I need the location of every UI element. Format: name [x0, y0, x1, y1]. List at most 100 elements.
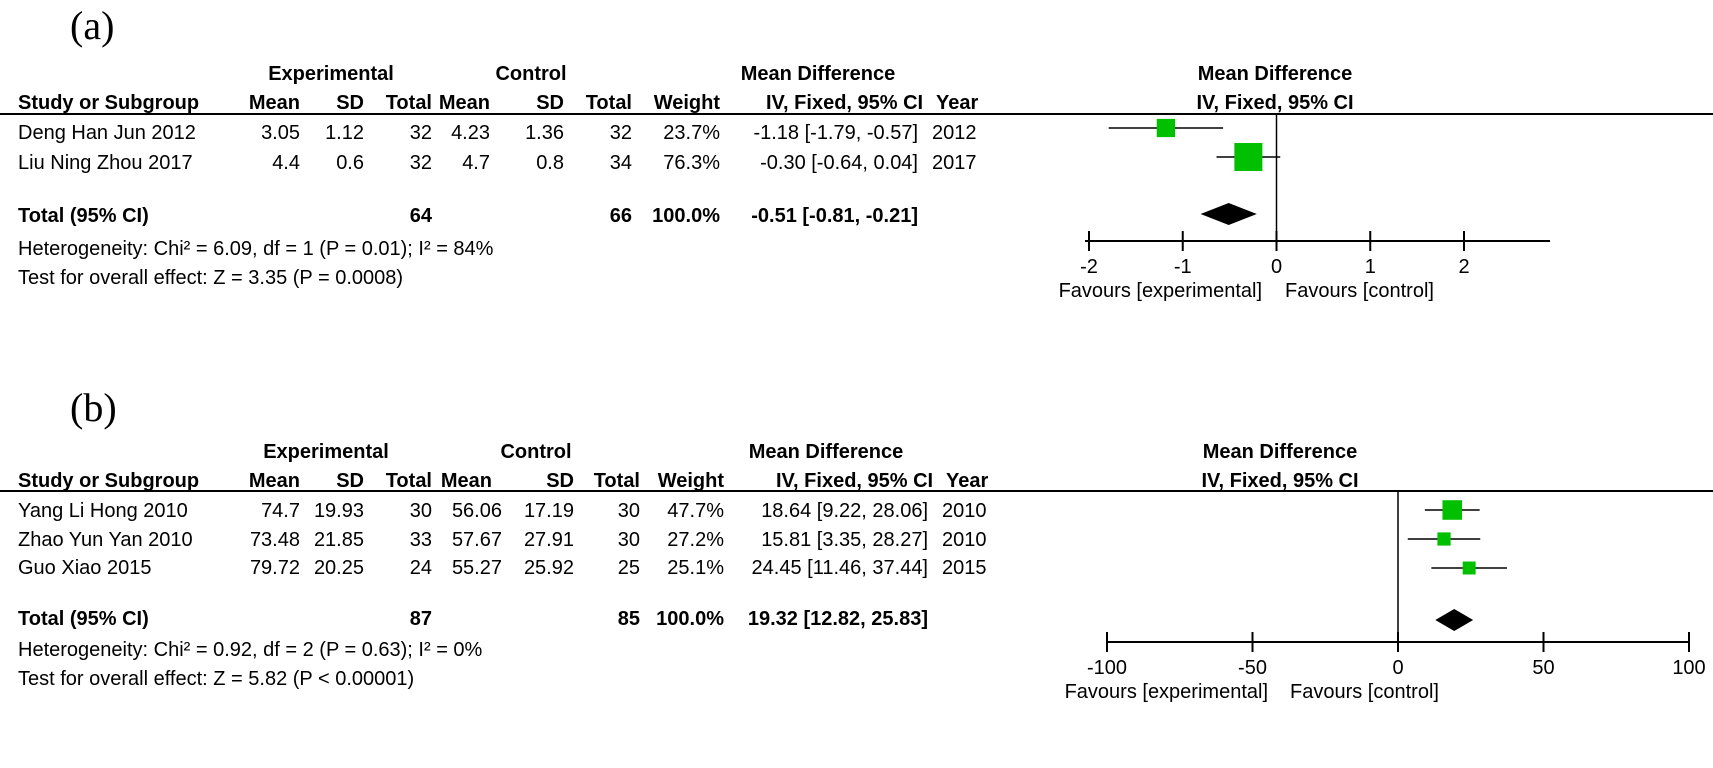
study-year: 2012	[932, 122, 977, 144]
pooled-diamond	[1200, 203, 1257, 225]
ci-value: 15.81 [3.35, 28.27]	[761, 529, 928, 551]
forest-plot-area: -100 -50 0 50 100	[1087, 490, 1706, 679]
exp-mean: 4.4	[272, 152, 300, 174]
total-weight: 100.0%	[652, 205, 720, 227]
x-tick-label: -50	[1238, 657, 1267, 679]
x-tick-label: -2	[1080, 256, 1098, 278]
ci-value: -0.30 [-0.64, 0.04]	[760, 152, 918, 174]
header-ctl-total: Total	[585, 92, 632, 114]
exp-mean: 73.48	[249, 529, 300, 551]
x-tick-label: 0	[1392, 657, 1403, 679]
header-weight: Weight	[653, 92, 720, 114]
ctl-mean: 55.27	[451, 557, 502, 579]
panel-label: (a)	[70, 3, 115, 48]
exp-sd: 21.85	[313, 529, 364, 551]
x-tick-label: 0	[1271, 256, 1282, 278]
header-control: Control	[495, 63, 567, 85]
x-tick-label: -100	[1087, 657, 1127, 679]
header-experimental: Experimental	[268, 63, 394, 85]
overall-effect-text: Test for overall effect: Z = 5.82 (P < 0…	[18, 668, 415, 690]
header-rule	[0, 113, 1713, 115]
plot-title: Mean Difference	[1197, 63, 1353, 85]
x-tick-label: 50	[1532, 657, 1554, 679]
header-ctl-mean: Mean	[440, 470, 492, 492]
header-ctl-sd: SD	[536, 92, 564, 114]
exp-mean: 79.72	[249, 557, 300, 579]
study-year: 2015	[942, 557, 987, 579]
header-ctl-mean: Mean	[438, 92, 490, 114]
weight: 23.7%	[663, 122, 720, 144]
total-exp: 87	[409, 608, 432, 630]
header-exp-sd: SD	[336, 92, 364, 114]
header-ctl-total: Total	[593, 470, 640, 492]
x-tick-label: -1	[1174, 256, 1192, 278]
exp-sd: 1.12	[325, 122, 364, 144]
plot-method: IV, Fixed, 95% CI	[1196, 92, 1354, 114]
header-year: Year	[936, 92, 979, 114]
exp-mean: 74.7	[261, 500, 300, 522]
panel-label: (b)	[70, 385, 117, 430]
favours-experimental: Favours [experimental]	[1058, 280, 1262, 302]
forest-plot-panel-b: (b) Experimental Control Mean Difference…	[0, 384, 1713, 768]
plot-method: IV, Fixed, 95% CI	[1201, 470, 1359, 492]
header-method: IV, Fixed, 95% CI	[776, 470, 934, 492]
study-estimate-square	[1234, 143, 1263, 171]
study-year: 2017	[932, 152, 977, 174]
exp-sd: 20.25	[313, 557, 364, 579]
x-tick-label: 1	[1365, 256, 1376, 278]
study-year: 2010	[942, 529, 987, 551]
ci-value: -1.18 [-1.79, -0.57]	[753, 122, 918, 144]
ctl-mean: 57.67	[451, 529, 502, 551]
exp-mean: 3.05	[261, 122, 300, 144]
ctl-sd: 25.92	[523, 557, 574, 579]
favours-experimental: Favours [experimental]	[1064, 681, 1268, 703]
weight: 47.7%	[667, 500, 724, 522]
ci-value: 24.45 [11.46, 37.44]	[751, 557, 928, 579]
ctl-mean: 4.23	[451, 122, 490, 144]
total-ci: 19.32 [12.82, 25.83]	[747, 608, 928, 630]
ctl-mean: 4.7	[462, 152, 490, 174]
total-ci: -0.51 [-0.81, -0.21]	[751, 205, 918, 227]
study-name: Liu Ning Zhou 2017	[18, 152, 193, 174]
exp-total: 33	[409, 529, 432, 551]
exp-total: 30	[409, 500, 432, 522]
ctl-sd: 1.36	[525, 122, 564, 144]
plot-title: Mean Difference	[1202, 441, 1358, 463]
overall-effect-text: Test for overall effect: Z = 3.35 (P = 0…	[18, 267, 404, 289]
ctl-total: 25	[617, 557, 640, 579]
exp-total: 32	[409, 122, 432, 144]
ctl-total: 34	[609, 152, 632, 174]
total-ctl: 85	[617, 608, 640, 630]
weight: 76.3%	[663, 152, 720, 174]
study-name: Guo Xiao 2015	[18, 557, 152, 579]
ci-value: 18.64 [9.22, 28.06]	[761, 500, 928, 522]
pooled-diamond	[1435, 609, 1474, 631]
study-name: Deng Han Jun 2012	[18, 122, 196, 144]
x-tick-label: 2	[1458, 256, 1469, 278]
ctl-total: 30	[617, 500, 640, 522]
favours-control: Favours [control]	[1285, 280, 1434, 302]
x-tick-label: 100	[1672, 657, 1705, 679]
ctl-sd: 27.91	[523, 529, 574, 551]
header-exp-total: Total	[385, 92, 432, 114]
header-method: IV, Fixed, 95% CI	[766, 92, 924, 114]
header-exp-mean: Mean	[248, 92, 300, 114]
total-weight: 100.0%	[656, 608, 724, 630]
header-rule	[0, 490, 1713, 492]
forest-plot-area: -2 -1 0 1 2	[1080, 113, 1550, 278]
header-year: Year	[946, 470, 989, 492]
study-name: Zhao Yun Yan 2010	[18, 529, 193, 551]
header-exp-sd: SD	[336, 470, 364, 492]
header-weight: Weight	[657, 470, 724, 492]
study-estimate-square	[1437, 532, 1451, 546]
exp-total: 32	[409, 152, 432, 174]
total-ctl: 66	[609, 205, 632, 227]
ctl-sd: 0.8	[536, 152, 564, 174]
study-year: 2010	[942, 500, 987, 522]
ctl-sd: 17.19	[523, 500, 574, 522]
header-mean-difference: Mean Difference	[740, 63, 896, 85]
weight: 27.2%	[667, 529, 724, 551]
weight: 25.1%	[667, 557, 724, 579]
total-label: Total (95% CI)	[18, 205, 149, 227]
header-control: Control	[500, 441, 572, 463]
